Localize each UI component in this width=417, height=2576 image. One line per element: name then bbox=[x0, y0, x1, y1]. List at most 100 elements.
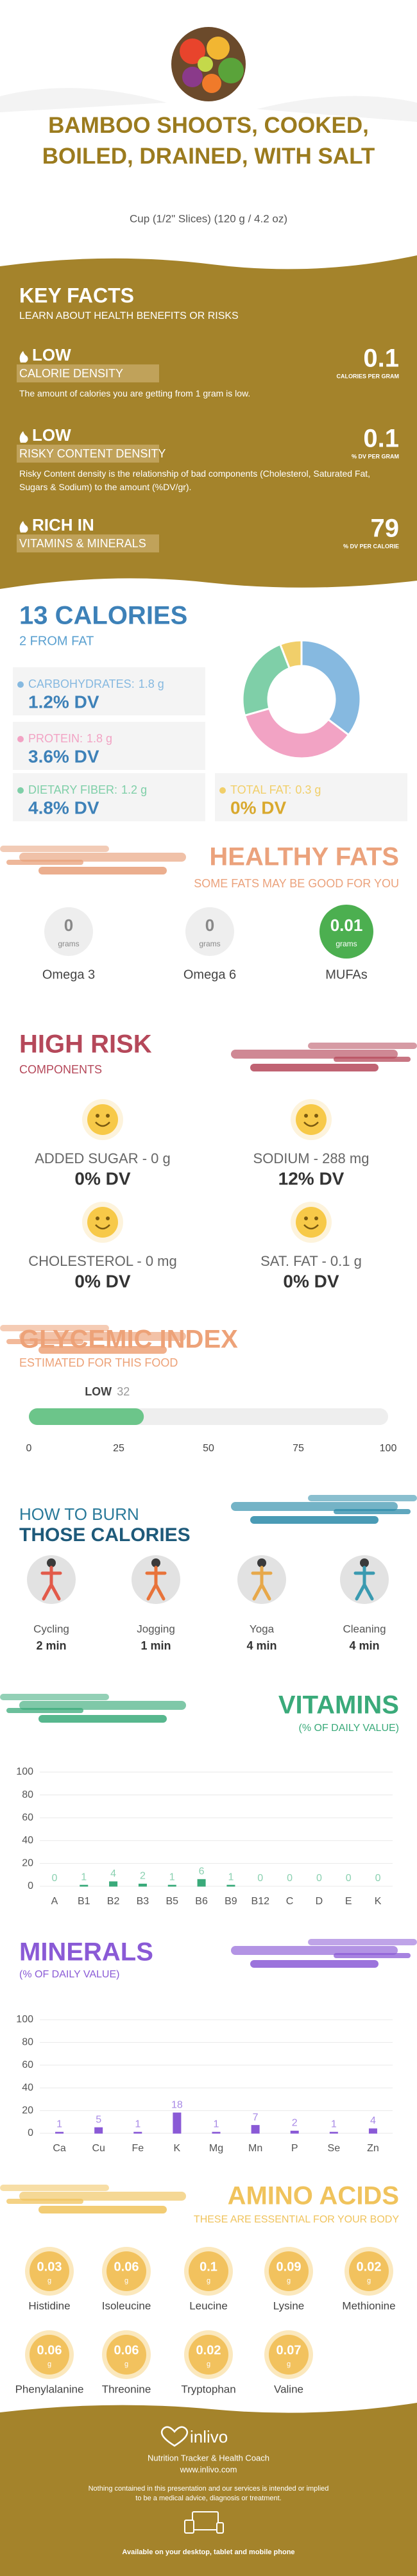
face-eye bbox=[96, 1114, 99, 1118]
fact-level: LOW bbox=[32, 345, 71, 364]
value-label: 2 bbox=[292, 2118, 298, 2129]
activity-name: Cleaning bbox=[343, 1623, 386, 1635]
value-label: 5 bbox=[96, 2114, 101, 2125]
amino-name: Histidine bbox=[28, 2299, 70, 2312]
amino-circle bbox=[30, 2335, 69, 2375]
amino-value: 0.06 bbox=[37, 2343, 62, 2357]
nutrient-grams: 0.3 bbox=[295, 783, 311, 796]
amino-value: 0.1 bbox=[200, 2260, 217, 2274]
value-label: 0 bbox=[257, 1873, 263, 1884]
x-tick-label: B9 bbox=[225, 1896, 237, 1907]
bar bbox=[197, 1879, 206, 1887]
risk-label: SODIUM - 288 mg bbox=[253, 1150, 370, 1166]
amino-name: Isoleucine bbox=[102, 2299, 151, 2312]
risk-dv: 0% DV bbox=[283, 1271, 339, 1291]
section-title: THOSE CALORIES bbox=[19, 1524, 191, 1546]
title: BAMBOO SHOOTS, COOKED, BOILED, DRAINED, … bbox=[42, 113, 375, 169]
decor-stripe bbox=[308, 1043, 417, 1049]
section-title: HIGH RISK bbox=[19, 1030, 152, 1059]
fact-description: Risky Content density is the relationshi… bbox=[19, 468, 371, 492]
device-icon bbox=[216, 2522, 224, 2534]
amino-name: Lysine bbox=[273, 2299, 305, 2312]
y-tick-label: 0 bbox=[28, 1881, 33, 1891]
amino-value: 0.02 bbox=[196, 2343, 221, 2357]
activity-name: Jogging bbox=[137, 1623, 175, 1635]
bar bbox=[290, 2130, 299, 2134]
section-subtitle: ESTIMATED FOR THIS FOOD bbox=[19, 1356, 178, 1369]
y-tick-label: 100 bbox=[16, 2014, 33, 2025]
face-eye bbox=[304, 1216, 308, 1220]
donut-segment bbox=[278, 639, 303, 670]
food-piece bbox=[198, 56, 213, 72]
section-title: HEALTHY FATS bbox=[209, 843, 399, 871]
bar bbox=[138, 1883, 147, 1887]
availability: Available on your desktop, tablet and mo… bbox=[122, 2548, 294, 2556]
x-tick-label: B3 bbox=[137, 1896, 149, 1907]
nutrient-dv: 1.2% DV bbox=[28, 692, 99, 712]
nutrient-unit: g bbox=[140, 783, 147, 796]
nutrient-dot bbox=[219, 787, 226, 794]
nutrient-dot bbox=[17, 787, 24, 794]
nutrient-dot bbox=[17, 681, 24, 688]
gauge-tick-label: 100 bbox=[380, 1443, 397, 1454]
logo-heart bbox=[160, 2426, 189, 2447]
y-tick-label: 60 bbox=[22, 2060, 33, 2070]
nutrient-unit: g bbox=[106, 732, 112, 745]
nutrient-label: TOTAL FAT: 0.3 g bbox=[230, 783, 321, 796]
section-subtitle: LEARN ABOUT HEALTH BENEFITS OR RISKS bbox=[19, 311, 239, 321]
gauge-tick-label: 0 bbox=[26, 1443, 32, 1454]
bar bbox=[173, 2112, 182, 2134]
disclaimer: Nothing contained in this presentation a… bbox=[88, 2485, 329, 2502]
y-tick-label: 20 bbox=[22, 1858, 33, 1869]
amino-unit: g bbox=[287, 2360, 291, 2368]
y-tick-label: 0 bbox=[28, 2128, 33, 2138]
nutrient-label: CARBOHYDRATES: 1.8 g bbox=[28, 678, 164, 690]
nutrient-grams: 1.8 bbox=[139, 678, 155, 690]
amino-unit: g bbox=[47, 2360, 51, 2368]
url: www.inlivo.com bbox=[180, 2464, 237, 2474]
fact-value: 0.1 bbox=[363, 345, 399, 373]
bar bbox=[55, 2131, 64, 2134]
section-title: AMINO ACIDS bbox=[228, 2182, 399, 2210]
amino-value: 0.07 bbox=[277, 2343, 302, 2357]
amino-circle bbox=[189, 2251, 228, 2291]
bar bbox=[368, 2128, 377, 2134]
nutrient-dot bbox=[17, 736, 24, 742]
risk-label: SAT. FAT - 0.1 g bbox=[260, 1253, 362, 1269]
activity-name: Cycling bbox=[33, 1623, 69, 1635]
decor-stripe bbox=[19, 853, 186, 862]
nutrient-dv: 0% DV bbox=[230, 798, 286, 817]
fat-circle bbox=[185, 907, 234, 956]
fact-label-bg bbox=[17, 534, 159, 552]
value-label: 0 bbox=[346, 1873, 352, 1884]
x-tick-label: Ca bbox=[53, 2143, 66, 2154]
nutrient-grams: 1.2 bbox=[121, 783, 137, 796]
x-tick-label: Zn bbox=[367, 2143, 379, 2154]
activity-head bbox=[151, 1558, 160, 1567]
amino-name: Phenylalanine bbox=[15, 2383, 84, 2395]
face-eye bbox=[314, 1216, 318, 1220]
nutrient-name: CARBOHYDRATES: bbox=[28, 678, 135, 690]
amino-name: Methionine bbox=[342, 2299, 395, 2312]
section-subtitle: 2 FROM FAT bbox=[19, 634, 94, 648]
decor-stripe bbox=[0, 1694, 109, 1700]
value-label: 1 bbox=[331, 2119, 337, 2129]
fact-label: VITAMINS & MINERALS bbox=[19, 537, 146, 550]
fact-unit: % DV PER GRAM bbox=[352, 453, 399, 459]
amino-unit: g bbox=[124, 2277, 128, 2285]
decor-stripe bbox=[250, 1516, 379, 1524]
decor-wave bbox=[0, 88, 167, 112]
activity-name: Yoga bbox=[250, 1623, 275, 1635]
activity-head bbox=[47, 1558, 56, 1567]
x-tick-label: B5 bbox=[166, 1896, 178, 1907]
decor-stripe bbox=[334, 1509, 411, 1514]
y-tick-label: 100 bbox=[16, 1766, 33, 1777]
food-piece bbox=[182, 67, 203, 87]
donut-segment bbox=[241, 643, 291, 717]
decor-stripe bbox=[38, 2206, 167, 2213]
nutrient-dv: 3.6% DV bbox=[28, 746, 99, 766]
decor-stripe bbox=[19, 2192, 186, 2201]
value-label: 1 bbox=[214, 2119, 219, 2129]
bar bbox=[212, 2131, 221, 2134]
amino-unit: g bbox=[367, 2277, 371, 2285]
